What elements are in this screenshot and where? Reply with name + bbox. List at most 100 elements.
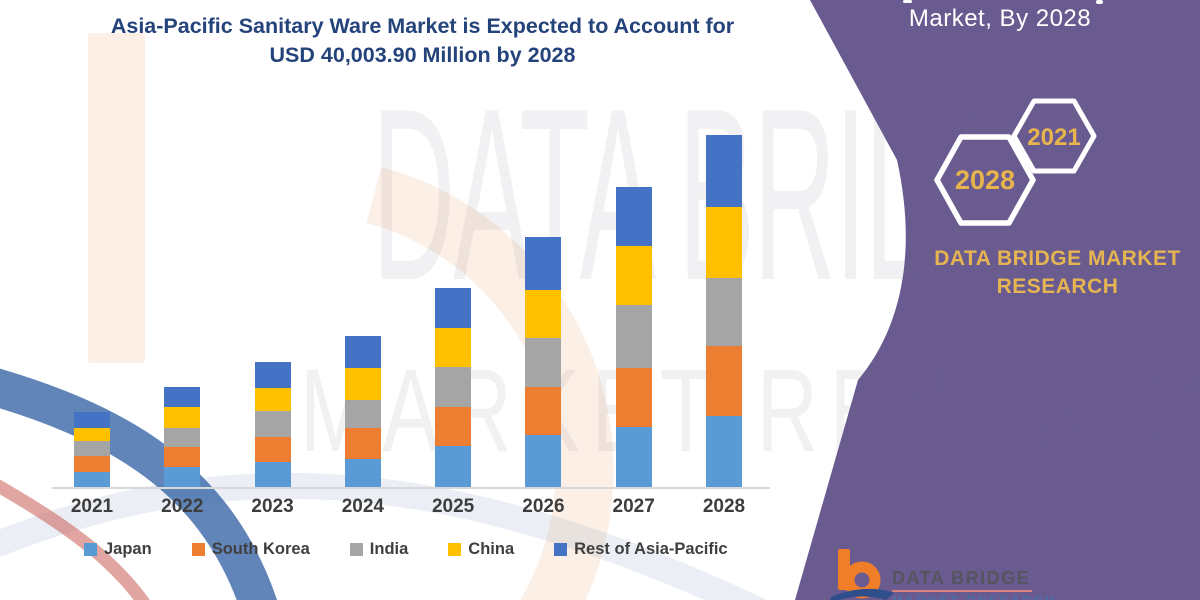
bar-segment <box>615 368 652 427</box>
bar-segment <box>254 437 291 463</box>
hexagon-2028 <box>934 134 1036 226</box>
x-axis-label: 2028 <box>702 496 746 517</box>
ghost-swoosh-blue-arc <box>0 368 277 600</box>
legend-swatch <box>554 543 568 556</box>
bar-segment <box>435 406 472 447</box>
bar-segment <box>74 456 110 473</box>
bar-segment <box>705 206 742 278</box>
legend-swatch <box>349 543 363 556</box>
legend-item: India <box>349 540 408 559</box>
bar-segment <box>525 290 562 338</box>
bar-segment <box>74 441 110 457</box>
legend-label: Japan <box>104 540 152 558</box>
legend-item: Rest of Asia-Pacific <box>554 540 728 559</box>
ghost-swoosh-red-arc <box>0 479 150 600</box>
x-axis-labels: 2021 2022 2023 2024 2025 2026 2027 2028 <box>70 496 746 518</box>
bar-segment <box>254 362 291 388</box>
legend-item: China <box>448 540 514 559</box>
footer-logo-mark <box>830 549 894 600</box>
bar-segment <box>254 411 291 438</box>
bar-segment <box>164 407 201 429</box>
legend-label: China <box>468 540 515 558</box>
chart-title-line1: Asia-Pacific Sanitary Ware Market is Exp… <box>110 14 735 38</box>
hexagon-2021-label: 2021 <box>1027 124 1080 151</box>
legend-item: South Korea <box>191 540 310 559</box>
bar-chart-plot-area <box>74 133 742 488</box>
bar-segment <box>164 447 201 468</box>
bar-column-2028 <box>705 133 742 488</box>
x-axis-label: 2023 <box>251 496 294 517</box>
bar-column-2024 <box>344 133 381 488</box>
bar-segment <box>344 458 381 488</box>
bar-column-2023 <box>254 133 291 488</box>
bar-column-2026 <box>525 133 562 488</box>
x-axis-label: 2026 <box>522 496 565 517</box>
bar-segment <box>164 467 201 488</box>
bar-segment <box>74 428 110 442</box>
x-axis-label: 2022 <box>161 496 204 517</box>
bar-segment <box>705 415 742 488</box>
ghost-logo-stem <box>88 33 145 363</box>
bar-segment <box>344 335 381 369</box>
footer-logo-name: DATA BRIDGE <box>892 568 1031 588</box>
footer-logo-underline <box>892 590 1032 592</box>
bar-segment <box>435 367 472 407</box>
chart-legend: Japan South Korea India China Rest of Asia-P… <box>84 540 728 559</box>
cropped-text-sliver <box>1096 0 1103 4</box>
bar-column-2021 <box>74 133 110 488</box>
bar-segment <box>435 446 472 488</box>
bar-segment <box>615 186 652 246</box>
side-panel-heading: Market, By 2028 <box>908 5 1092 32</box>
bar-segment <box>615 245 652 306</box>
legend-label: Rest of Asia-Pacific <box>574 540 728 558</box>
hexagon-2028-label: 2028 <box>955 165 1015 195</box>
x-axis-label: 2024 <box>341 496 384 517</box>
bar-segment <box>525 434 562 488</box>
footer-logo-subtitle: MARKET RESEARCH <box>892 594 1057 600</box>
bar-segment <box>164 387 201 408</box>
bar-segment <box>705 277 742 346</box>
bar-segment <box>525 337 562 387</box>
x-axis-label: 2021 <box>70 496 114 517</box>
ghost-logo-bowl-arc <box>366 167 614 600</box>
legend-swatch <box>448 543 462 556</box>
bar-segment <box>344 368 381 400</box>
side-panel-shape <box>795 0 1200 600</box>
x-axis-label: 2025 <box>431 496 475 517</box>
bar-segment <box>254 462 291 488</box>
bar-segment <box>435 328 472 368</box>
x-axis-line <box>52 487 770 489</box>
bar-segment <box>615 426 652 488</box>
bar-segment <box>344 399 381 429</box>
legend-item: Japan <box>84 540 152 559</box>
side-panel-brand-text: DATA BRIDGE MARKET RESEARCH <box>934 247 1181 298</box>
chart-title-line2: USD 40,003.90 Million by 2028 <box>269 43 576 67</box>
bar-segment <box>74 472 110 488</box>
bar-segment <box>525 236 562 290</box>
legend-label: South Korea <box>211 540 310 558</box>
hexagon-badges: 2021 2028 <box>934 98 1097 226</box>
hexagon-2021 <box>1011 98 1097 174</box>
chart-title: Asia-Pacific Sanitary Ware Market is Exp… <box>50 12 795 70</box>
bar-segment <box>615 305 652 369</box>
legend-swatch <box>191 543 205 556</box>
bar-segment <box>435 288 472 329</box>
bar-segment <box>254 388 291 412</box>
footer-logo-swoosh <box>830 588 894 600</box>
ghost-swoosh-wide-arc <box>0 472 768 600</box>
bar-column-2025 <box>435 133 472 488</box>
cropped-text-sliver <box>903 0 912 3</box>
bar-segment <box>344 428 381 459</box>
bar-column-2022 <box>164 133 201 488</box>
x-axis-label: 2027 <box>612 496 655 517</box>
bar-segment <box>525 386 562 435</box>
bar-column-2027 <box>615 133 652 488</box>
bar-segment <box>164 428 201 448</box>
legend-swatch <box>84 543 97 556</box>
bar-segment <box>705 134 742 207</box>
bar-segment <box>705 345 742 416</box>
bar-segment <box>74 411 110 429</box>
